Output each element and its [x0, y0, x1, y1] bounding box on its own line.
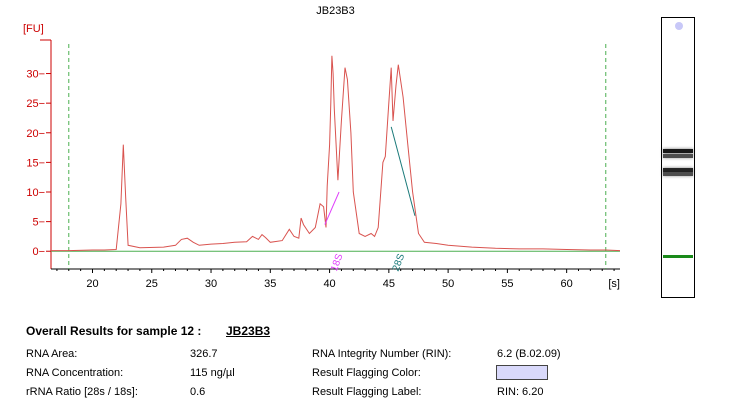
y-tick-label: 15− [26, 157, 45, 169]
y-axis-label: [FU] [23, 23, 44, 35]
x-tick-label: 50 [442, 278, 454, 290]
y-tick-label: 25− [26, 98, 45, 110]
rna-concentration-value: 115 ng/µl [190, 367, 235, 379]
y-tick-label: 30− [26, 69, 45, 81]
electropherogram-chart: JB23B3 [FU] 0− 5− 10− 15− 20− 25− 30− 20 25 30 35 40 4… [23, 5, 621, 290]
flag-color-label: Result Flagging Color: [312, 367, 421, 379]
rna-area-label: RNA Area: [26, 348, 78, 360]
y-tick-label: 10− [26, 187, 45, 199]
x-tick-label: 45 [383, 278, 395, 290]
rna-concentration-label: RNA Concentration: [26, 367, 124, 379]
gel-band [663, 167, 693, 172]
rrna-ratio-label: rRNA Ratio [28s / 18s]: [26, 386, 138, 398]
peak-label: 18S [329, 252, 346, 273]
rin-label: RNA Integrity Number (RIN): [312, 348, 452, 360]
y-tick-label: 0− [32, 246, 45, 258]
gel-band [663, 171, 693, 176]
results-title: Overall Results for sample 12 : [26, 324, 202, 338]
peak-marker-line [390, 126, 416, 216]
results-sample-name: JB23B3 [226, 324, 271, 338]
y-tick-label: 5− [32, 217, 45, 229]
x-tick-label: 20 [86, 278, 98, 290]
gel-band [663, 153, 693, 158]
peak-label: 28S [391, 252, 408, 273]
x-axis-label: [s] [608, 278, 620, 290]
rrna-ratio-value: 0.6 [190, 386, 206, 398]
peak-marker-line [324, 191, 340, 225]
rin-value: 6.2 (B.02.09) [497, 348, 561, 360]
flag-label-value: RIN: 6.20 [497, 386, 544, 398]
x-tick-label: 55 [501, 278, 513, 290]
flag-color-swatch [496, 365, 548, 380]
y-tick-label: 20− [26, 128, 45, 140]
rna-area-value: 326.7 [190, 348, 218, 360]
series-line-0 [51, 55, 621, 252]
gel-band [663, 149, 693, 154]
chart-title: JB23B3 [316, 5, 355, 17]
flag-label-label: Result Flagging Label: [312, 386, 422, 398]
gel-lane [661, 17, 695, 298]
gel-band [663, 254, 693, 258]
gel-marker-dot [675, 22, 683, 30]
x-tick-label: 40 [323, 278, 335, 290]
x-tick-label: 25 [146, 278, 158, 290]
x-tick-label: 30 [205, 278, 217, 290]
x-tick-label: 60 [561, 278, 573, 290]
x-tick-label: 35 [264, 278, 276, 290]
